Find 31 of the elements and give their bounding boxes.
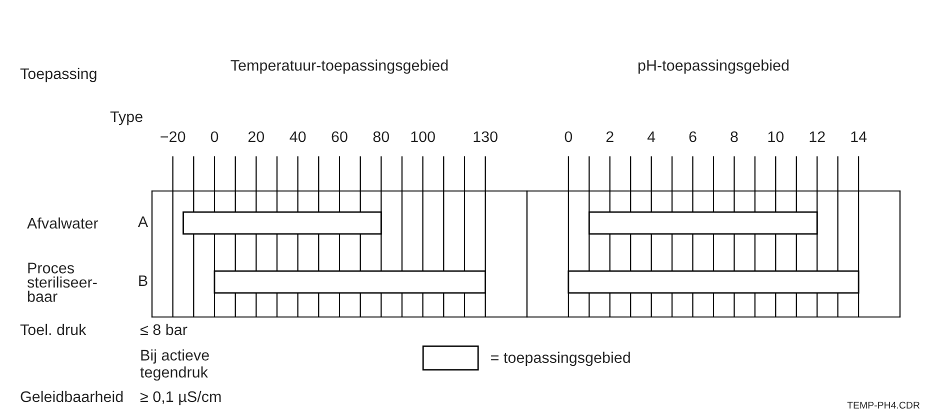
text: TEMP-PH4.CDR [847, 402, 920, 409]
text: Toel. druk [20, 324, 86, 336]
text: Toepassing [20, 68, 96, 82]
text: ≤ 8 bar [140, 324, 188, 336]
x-tick-label: 0 [564, 131, 572, 142]
x-tick-label: 100 [411, 131, 435, 142]
text: Bij actieve tegendruk [140, 349, 209, 381]
legend-label: = toepassingsgebied [491, 352, 630, 366]
x-tick-label: 40 [290, 131, 306, 142]
x-tick-label: 4 [647, 131, 656, 142]
x-tick-label: 10 [768, 131, 784, 142]
y-tick-label: Proces steriliseer- baar [27, 262, 97, 302]
x-tick-label: 0 [210, 131, 218, 142]
x-tick-label: 6 [689, 131, 696, 142]
x-tick-label: −20 [160, 131, 186, 142]
x-tick-label: 12 [810, 131, 825, 142]
text: A [138, 216, 148, 227]
chart-title: pH-toepassingsgebied [638, 60, 789, 74]
x-tick-label: 2 [606, 131, 614, 142]
text: B [139, 275, 148, 286]
x-tick-label: 80 [373, 131, 390, 142]
x-tick-label: 130 [474, 131, 498, 142]
text: ≥ 0,1 µS/cm [140, 390, 221, 406]
x-tick-label: 8 [730, 131, 738, 142]
x-tick-label: 20 [248, 131, 264, 142]
text: Geleidbaarheid [20, 390, 123, 402]
y-tick-label: Afvalwater [27, 217, 98, 229]
chart-title: Temperatuur-toepassingsgebied [230, 60, 448, 74]
x-tick-label: 14 [851, 131, 867, 142]
text: Type [110, 111, 142, 126]
x-tick-label: 60 [332, 131, 348, 142]
